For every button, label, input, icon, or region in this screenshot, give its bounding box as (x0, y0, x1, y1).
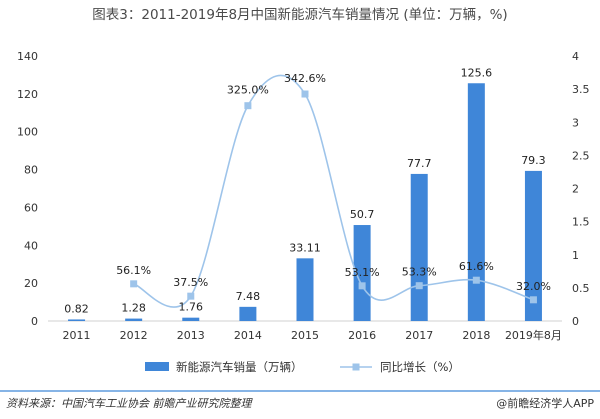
bar-data-label: 0.82 (64, 302, 89, 315)
bar (125, 318, 143, 321)
line-data-label: 53.1% (345, 266, 380, 279)
line-data-label: 61.6% (459, 260, 494, 273)
bar-data-label: 7.48 (236, 290, 261, 303)
line-point (244, 102, 252, 110)
y2-tick-label: 1 (572, 249, 579, 262)
y2-tick-label: 2 (572, 183, 579, 196)
x-tick-label: 2014 (234, 329, 262, 342)
y2-tick-label: 2.5 (572, 149, 590, 162)
line-point (415, 282, 423, 290)
line-data-label: 53.3% (402, 266, 437, 279)
y2-tick-label: 4 (572, 50, 579, 63)
line-data-label: 37.5% (173, 276, 208, 289)
legend-bar-label: 新能源汽车销量（万辆） (176, 360, 303, 374)
bar (68, 319, 86, 321)
bar-data-label: 1.76 (179, 301, 204, 314)
x-tick-label: 2013 (177, 329, 205, 342)
y-tick-label: 60 (24, 201, 38, 214)
footer-credit: @前瞻经济学人APP (496, 396, 594, 410)
legend-bar-swatch (145, 362, 169, 371)
bar-data-label: 125.6 (461, 66, 493, 79)
y-tick-label: 140 (17, 50, 38, 63)
bar (353, 225, 371, 321)
line-point (187, 292, 195, 300)
bar-data-label: 77.7 (407, 157, 432, 170)
y-axis-left: 0 20 40 60 80 100 120 140 (17, 50, 38, 328)
line-data-labels: 56.1% 37.5% 325.0% 342.6% 53.1% 53.3% 61.6% 32.… (116, 72, 551, 293)
y-tick-label: 20 (24, 277, 38, 290)
bar-data-labels: 0.82 1.28 1.76 7.48 33.11 50.7 77.7 125.6 79.3 (64, 66, 545, 315)
line-point (358, 282, 366, 290)
bar (524, 170, 542, 321)
bar (467, 83, 485, 321)
growth-line (133, 74, 534, 308)
line-point (301, 90, 309, 98)
x-tick-label: 2011 (63, 329, 91, 342)
chart-title: 图表3：2011-2019年8月中国新能源汽车销量情况 (单位：万辆，%) (92, 6, 507, 23)
legend-line-marker (352, 363, 360, 371)
bar-data-label: 1.28 (121, 302, 146, 315)
legend-line-label: 同比增长（%） (380, 360, 460, 374)
y-tick-label: 0 (31, 315, 38, 328)
y2-tick-label: 3 (572, 116, 579, 129)
x-axis: 2011 2012 2013 2014 2015 2016 2017 2018 2019年8月 (63, 328, 562, 342)
y-axis-right: 0 0.5 1 1.5 2 2.5 3 3.5 4 (572, 50, 590, 328)
bar-data-label: 33.11 (289, 241, 321, 254)
legend: 新能源汽车销量（万辆） 同比增长（%） (145, 360, 460, 374)
line-series (130, 74, 537, 308)
bar (182, 317, 200, 321)
y2-tick-label: 0 (572, 315, 579, 328)
y2-tick-label: 0.5 (572, 282, 590, 295)
line-data-label: 56.1% (116, 264, 151, 277)
bar-series (68, 83, 542, 321)
x-tick-label: 2019年8月 (505, 328, 562, 342)
bar-data-label: 50.7 (350, 208, 375, 221)
line-point (529, 296, 537, 304)
line-point (472, 276, 480, 284)
line-point (130, 280, 138, 288)
x-tick-label: 2015 (291, 329, 319, 342)
line-data-label: 325.0% (227, 84, 269, 97)
y2-tick-label: 3.5 (572, 83, 590, 96)
y-tick-label: 100 (17, 126, 38, 139)
bar-data-label: 79.3 (521, 154, 546, 167)
line-data-label: 342.6% (284, 72, 326, 85)
x-tick-label: 2018 (462, 329, 490, 342)
x-tick-label: 2012 (120, 329, 148, 342)
bar (410, 173, 428, 321)
x-tick-label: 2016 (348, 329, 376, 342)
y-tick-label: 120 (17, 88, 38, 101)
y2-tick-label: 1.5 (572, 216, 590, 229)
bar (239, 306, 257, 321)
footer-source: 资料来源：中国汽车工业协会 前瞻产业研究院整理 (6, 397, 253, 410)
line-data-label: 32.0% (516, 280, 551, 293)
x-tick-label: 2017 (405, 329, 433, 342)
y-tick-label: 40 (24, 239, 38, 252)
y-tick-label: 80 (24, 164, 38, 177)
bar (296, 258, 314, 321)
